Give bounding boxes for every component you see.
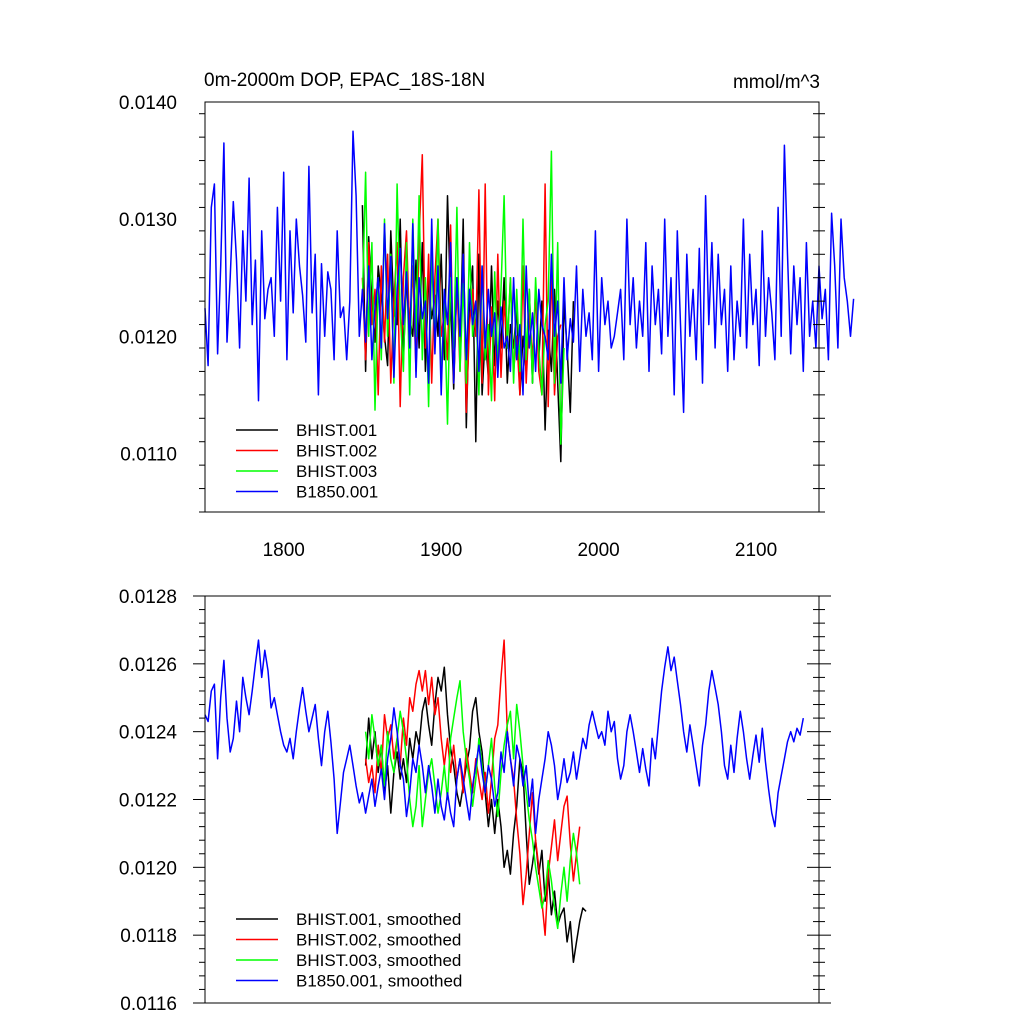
bottom-series-line-3: [364, 680, 581, 930]
bottom-y-tick-label: 0.0116: [120, 994, 177, 1015]
top-legend-label-4: B1850.001: [296, 483, 378, 502]
top-y-tick-label: 0.0110: [120, 444, 177, 465]
bottom-legend: BHIST.001, smoothed BHIST.002, smoothedBH…: [236, 910, 462, 991]
bottom-y-tick-label: 0.0122: [119, 791, 177, 812]
top-y-tick-label: 0.0130: [119, 210, 177, 231]
top-y-tick-label: 0.0140: [119, 93, 177, 114]
top-series-line-3: [361, 150, 565, 445]
bottom-legend-label-4: B1850.001, smoothed: [296, 972, 462, 991]
bottom-series-line-4: [204, 639, 805, 835]
top-legend-label-1: BHIST.001: [296, 421, 377, 440]
bottom-series-group: [204, 639, 805, 964]
top-axes: 1800 1900 2000 2100 0.0110 0.0120 0.0130 0.0140: [119, 93, 825, 561]
top-x-tick-label: 1800: [263, 540, 305, 561]
top-series-line-4: [204, 130, 855, 414]
bottom-panel: 0.0116 0.0118 0.0120 0.0122 0.0124 0.0126 0.01…: [119, 587, 831, 1015]
bottom-y-tick-label: 0.0120: [119, 858, 177, 879]
bottom-legend-label-3: BHIST.003, smoothed: [296, 951, 461, 970]
bottom-legend-label-2: BHIST.002, smoothed: [296, 931, 461, 950]
top-plot-frame: [204, 101, 820, 513]
top-panel: 0m-2000m DOP, EPAC_18S-18N mmol/m^3 1800…: [119, 70, 855, 561]
top-x-tick-label: 1900: [420, 540, 462, 561]
bottom-y-tick-label: 0.0118: [120, 926, 177, 947]
top-series-group: [204, 130, 855, 463]
top-chart-units: mmol/m^3: [733, 72, 820, 93]
top-x-tick-label: 2000: [577, 540, 619, 561]
top-legend-label-3: BHIST.003: [296, 462, 377, 481]
bottom-series-line-1: [364, 666, 587, 964]
top-x-tick-label: 2100: [735, 540, 777, 561]
top-chart-title: 0m-2000m DOP, EPAC_18S-18N: [204, 70, 485, 91]
top-y-tick-label: 0.0120: [119, 327, 177, 348]
bottom-axes: 0.0116 0.0118 0.0120 0.0122 0.0124 0.0126 0.01…: [119, 587, 831, 1015]
bottom-y-tick-label: 0.0124: [119, 723, 178, 744]
bottom-legend-label-1: BHIST.001, smoothed: [296, 910, 461, 929]
bottom-y-tick-label: 0.0128: [119, 587, 177, 608]
bottom-y-tick-label: 0.0126: [119, 655, 177, 676]
top-legend-label-2: BHIST.002: [296, 442, 377, 461]
